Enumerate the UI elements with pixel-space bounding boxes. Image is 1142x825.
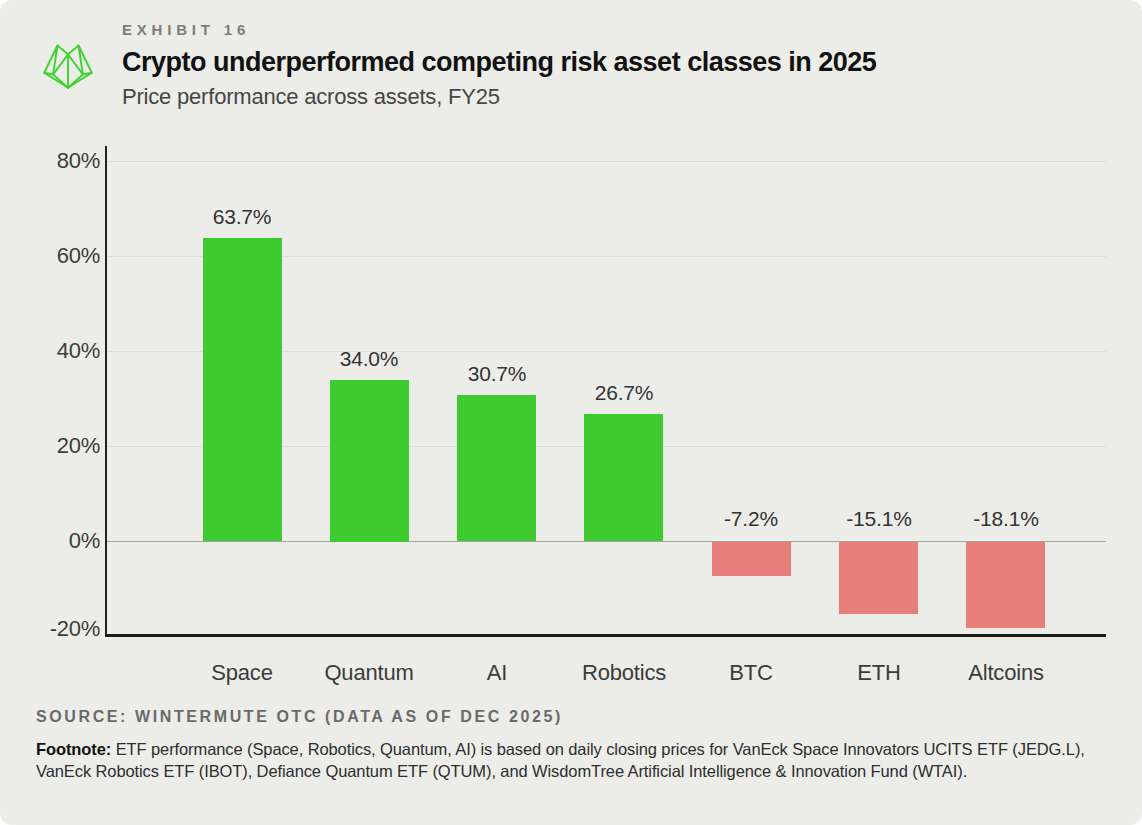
- y-axis-tick-label: 60%: [10, 243, 100, 269]
- gridline: [107, 161, 1106, 162]
- bar-positive: [203, 238, 282, 541]
- footnote-text: ETF performance (Space, Robotics, Quantu…: [36, 740, 1085, 780]
- x-axis-category-label: AI: [427, 660, 567, 686]
- bar-positive: [584, 414, 663, 541]
- bar-value-label: -7.2%: [686, 507, 816, 531]
- y-axis-tick-label: 20%: [10, 433, 100, 459]
- x-axis-line: [105, 634, 1106, 637]
- bar-value-label: 26.7%: [559, 381, 689, 405]
- y-axis-tick-label: -20%: [10, 616, 100, 642]
- bar-value-label: -15.1%: [814, 507, 944, 531]
- y-axis-tick-label: 0%: [10, 528, 100, 554]
- bar-value-label: 63.7%: [177, 205, 307, 229]
- x-axis-category-label: Quantum: [299, 660, 439, 686]
- y-axis-tick-label: 40%: [10, 338, 100, 364]
- bar-positive: [330, 380, 409, 542]
- bar-chart: 80% 60% 40% 20% 0% -20% 63.7% Space 34.0% Quantum…: [0, 0, 1142, 825]
- zero-gridline: [107, 541, 1106, 542]
- bar-value-label: 30.7%: [432, 362, 562, 386]
- footnote: Footnote: ETF performance (Space, Roboti…: [36, 738, 1098, 782]
- x-axis-category-label: ETH: [809, 660, 949, 686]
- x-axis-category-label: Altcoins: [936, 660, 1076, 686]
- bar-positive: [457, 395, 536, 541]
- source-line: SOURCE: WINTERMUTE OTC (DATA AS OF DEC 2…: [36, 708, 563, 726]
- bar-negative: [839, 542, 918, 614]
- exhibit-card: EXHIBIT 16 Crypto underperformed competi…: [0, 0, 1142, 825]
- footnote-label: Footnote:: [36, 740, 111, 758]
- x-axis-category-label: Robotics: [554, 660, 694, 686]
- bar-negative: [712, 542, 791, 576]
- y-axis-tick-label: 80%: [10, 148, 100, 174]
- bar-value-label: -18.1%: [941, 507, 1071, 531]
- bar-negative: [966, 542, 1045, 628]
- x-axis-category-label: Space: [172, 660, 312, 686]
- y-axis-line: [105, 146, 107, 637]
- x-axis-category-label: BTC: [681, 660, 821, 686]
- bar-value-label: 34.0%: [304, 347, 434, 371]
